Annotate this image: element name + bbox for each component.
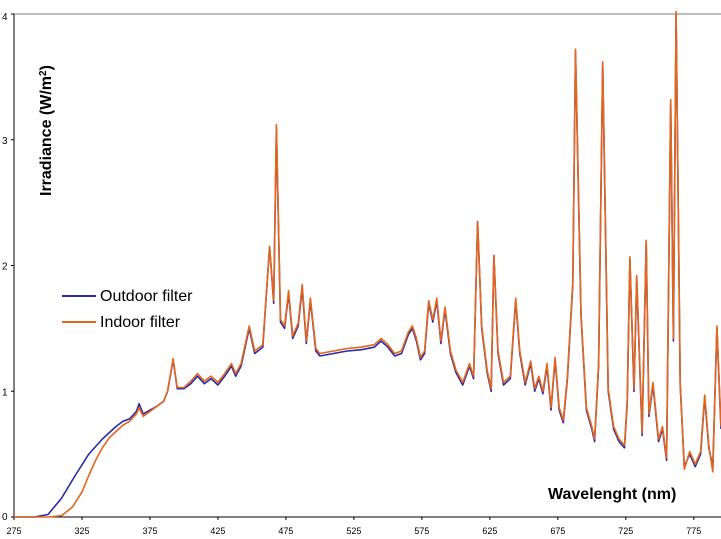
x-tick-label: 675 [550,526,565,536]
y-tick-label: 0 [2,512,8,523]
series-layer [14,10,721,518]
legend: Outdoor filter Indoor filter [62,288,193,331]
y-tick-label: 4 [2,12,8,23]
x-tick-label: 775 [686,526,701,536]
x-tick-label: 575 [414,526,429,536]
x-tick-label: 725 [618,526,633,536]
x-tick-label: 375 [142,526,157,536]
y-tick-label: 2 [2,262,8,273]
x-tick-label: 425 [210,526,225,536]
series-line-outdoor [14,13,721,518]
y-axis-ticks: 0 1 2 3 4 [2,12,14,523]
series-line-indoor [14,10,721,518]
x-tick-label: 525 [346,526,361,536]
x-axis-ticks: 275 325 375 425 475 525 575 625 675 725 775 [6,517,701,536]
legend-label-indoor: Indoor filter [100,314,181,331]
y-tick-label: 1 [2,387,8,398]
x-axis-title-bg [544,477,721,509]
x-tick-label: 275 [6,526,21,536]
y-axis-title-sup: 2 [38,70,49,76]
y-tick-label: 3 [2,136,8,147]
legend-label-outdoor: Outdoor filter [100,288,193,305]
x-tick-label: 625 [482,526,497,536]
y-axis-title-close: ) [38,65,55,70]
x-tick-label: 325 [74,526,89,536]
x-axis-title: Wavelenght (nm) [548,486,676,503]
x-tick-label: 475 [278,526,293,536]
y-axis-title: Irradiance (W/m2) [38,65,56,196]
